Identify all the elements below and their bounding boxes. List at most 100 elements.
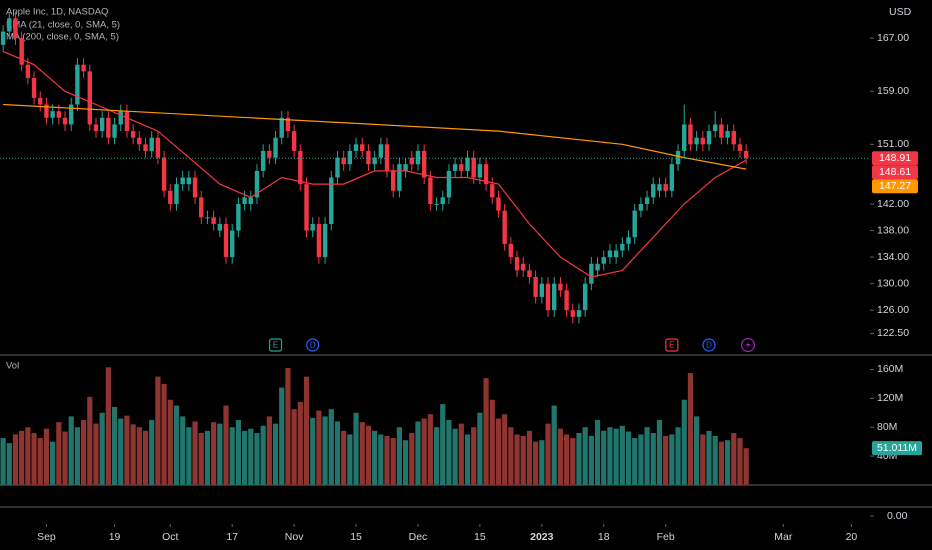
candle-body bbox=[743, 150, 749, 159]
candle-body bbox=[694, 137, 699, 145]
volume-bar bbox=[111, 407, 118, 485]
volume-bar bbox=[50, 441, 56, 485]
candle-body bbox=[607, 250, 613, 258]
candle-body bbox=[601, 257, 606, 264]
volume-bar bbox=[650, 433, 656, 485]
volume-bar bbox=[149, 420, 155, 485]
candle-body bbox=[527, 270, 532, 278]
candle-body bbox=[465, 157, 470, 171]
volume-bar bbox=[167, 399, 173, 485]
volume-bar bbox=[297, 401, 303, 485]
candle-body bbox=[242, 197, 247, 205]
candle-body bbox=[589, 263, 594, 284]
volume-bar bbox=[421, 418, 427, 485]
candle-body bbox=[570, 310, 575, 317]
price-label-box bbox=[872, 165, 918, 180]
volume-bar bbox=[248, 428, 254, 485]
volume-bar bbox=[446, 420, 452, 485]
volume-bar bbox=[155, 376, 161, 485]
volume-bar bbox=[743, 448, 749, 485]
volume-bar bbox=[613, 428, 619, 485]
volume-bar bbox=[601, 430, 607, 485]
candle-body bbox=[7, 18, 12, 32]
split-icon[interactable] bbox=[740, 337, 756, 353]
volume-bar bbox=[427, 414, 433, 485]
event-badge[interactable]: D bbox=[702, 338, 716, 352]
volume-bar bbox=[19, 430, 25, 485]
event-label: D bbox=[706, 341, 712, 350]
volume-bar bbox=[656, 420, 663, 485]
volume-bar bbox=[211, 422, 217, 485]
volume-bar bbox=[706, 430, 712, 485]
volume-bar bbox=[173, 405, 180, 485]
x-tick-label: 19 bbox=[109, 531, 121, 543]
candle-body bbox=[521, 263, 526, 271]
candle-body bbox=[93, 124, 99, 132]
candle-body bbox=[99, 117, 105, 132]
event-box bbox=[268, 338, 283, 352]
event-badge[interactable]: E bbox=[268, 338, 283, 352]
volume-bar bbox=[415, 421, 421, 485]
candle-body bbox=[409, 157, 414, 165]
volume-bar bbox=[588, 435, 594, 485]
candles bbox=[0, 11, 749, 324]
volume-bar bbox=[334, 421, 341, 485]
currency-label: USD bbox=[889, 6, 912, 18]
volume-bar bbox=[687, 373, 694, 485]
volume-bar bbox=[235, 420, 241, 485]
event-badge[interactable]: D bbox=[306, 338, 320, 352]
candle-body bbox=[56, 111, 62, 118]
volume-bar bbox=[266, 416, 272, 485]
candle-body bbox=[657, 184, 662, 191]
volume-bar bbox=[396, 427, 402, 485]
x-tick-label: 20 bbox=[846, 531, 858, 543]
volume-bar bbox=[502, 414, 508, 485]
event-label: D bbox=[310, 341, 316, 350]
chart-title: Apple Inc, 1D, NASDAQ bbox=[6, 7, 108, 18]
candle-body bbox=[248, 197, 253, 205]
candle-body bbox=[490, 184, 495, 198]
volume-bar bbox=[37, 438, 43, 485]
volume-bar bbox=[241, 430, 248, 485]
candle-body bbox=[75, 64, 80, 105]
candle-body bbox=[595, 263, 600, 271]
volume-bar bbox=[372, 430, 378, 485]
price-label: 148.91 bbox=[879, 152, 911, 164]
volume-bar bbox=[310, 417, 316, 485]
candle-body bbox=[620, 243, 625, 251]
volume-bar bbox=[136, 427, 142, 485]
candle-body bbox=[545, 283, 551, 311]
volume-bar bbox=[142, 430, 149, 485]
candle-body bbox=[50, 111, 55, 118]
volume-bar bbox=[694, 416, 700, 485]
volume-bar bbox=[353, 412, 359, 485]
candle-body bbox=[669, 164, 675, 191]
x-tick-label: 17 bbox=[226, 531, 238, 543]
volume-bar bbox=[62, 431, 68, 485]
y-tick-label: 142.00 bbox=[877, 198, 909, 210]
candle-body bbox=[496, 197, 501, 211]
candle-body bbox=[372, 157, 377, 165]
candle-body bbox=[582, 283, 588, 311]
volume-bar bbox=[384, 435, 390, 485]
event-badge[interactable]: E bbox=[665, 338, 679, 352]
volume-label: 51.011M bbox=[877, 442, 917, 454]
volume-bar bbox=[625, 431, 632, 485]
candle-body bbox=[638, 204, 644, 211]
price-label: 148.61 bbox=[879, 166, 911, 178]
volume-bar bbox=[576, 433, 582, 485]
candle-body bbox=[31, 77, 37, 98]
candle-body bbox=[143, 144, 148, 151]
volume-bar bbox=[93, 423, 99, 485]
volume-bar bbox=[31, 433, 37, 485]
volume-bar bbox=[272, 423, 279, 485]
volume-bar bbox=[675, 427, 681, 485]
y-tick-label: 122.50 bbox=[877, 327, 909, 339]
y-tick-label: 0.00 bbox=[887, 510, 908, 522]
y-tick-label: 159.00 bbox=[877, 85, 909, 97]
candle-body bbox=[613, 250, 619, 258]
candle-body bbox=[688, 124, 693, 145]
volume-bar bbox=[87, 396, 93, 485]
volume-bar bbox=[644, 427, 650, 485]
volume-bar bbox=[508, 427, 514, 485]
